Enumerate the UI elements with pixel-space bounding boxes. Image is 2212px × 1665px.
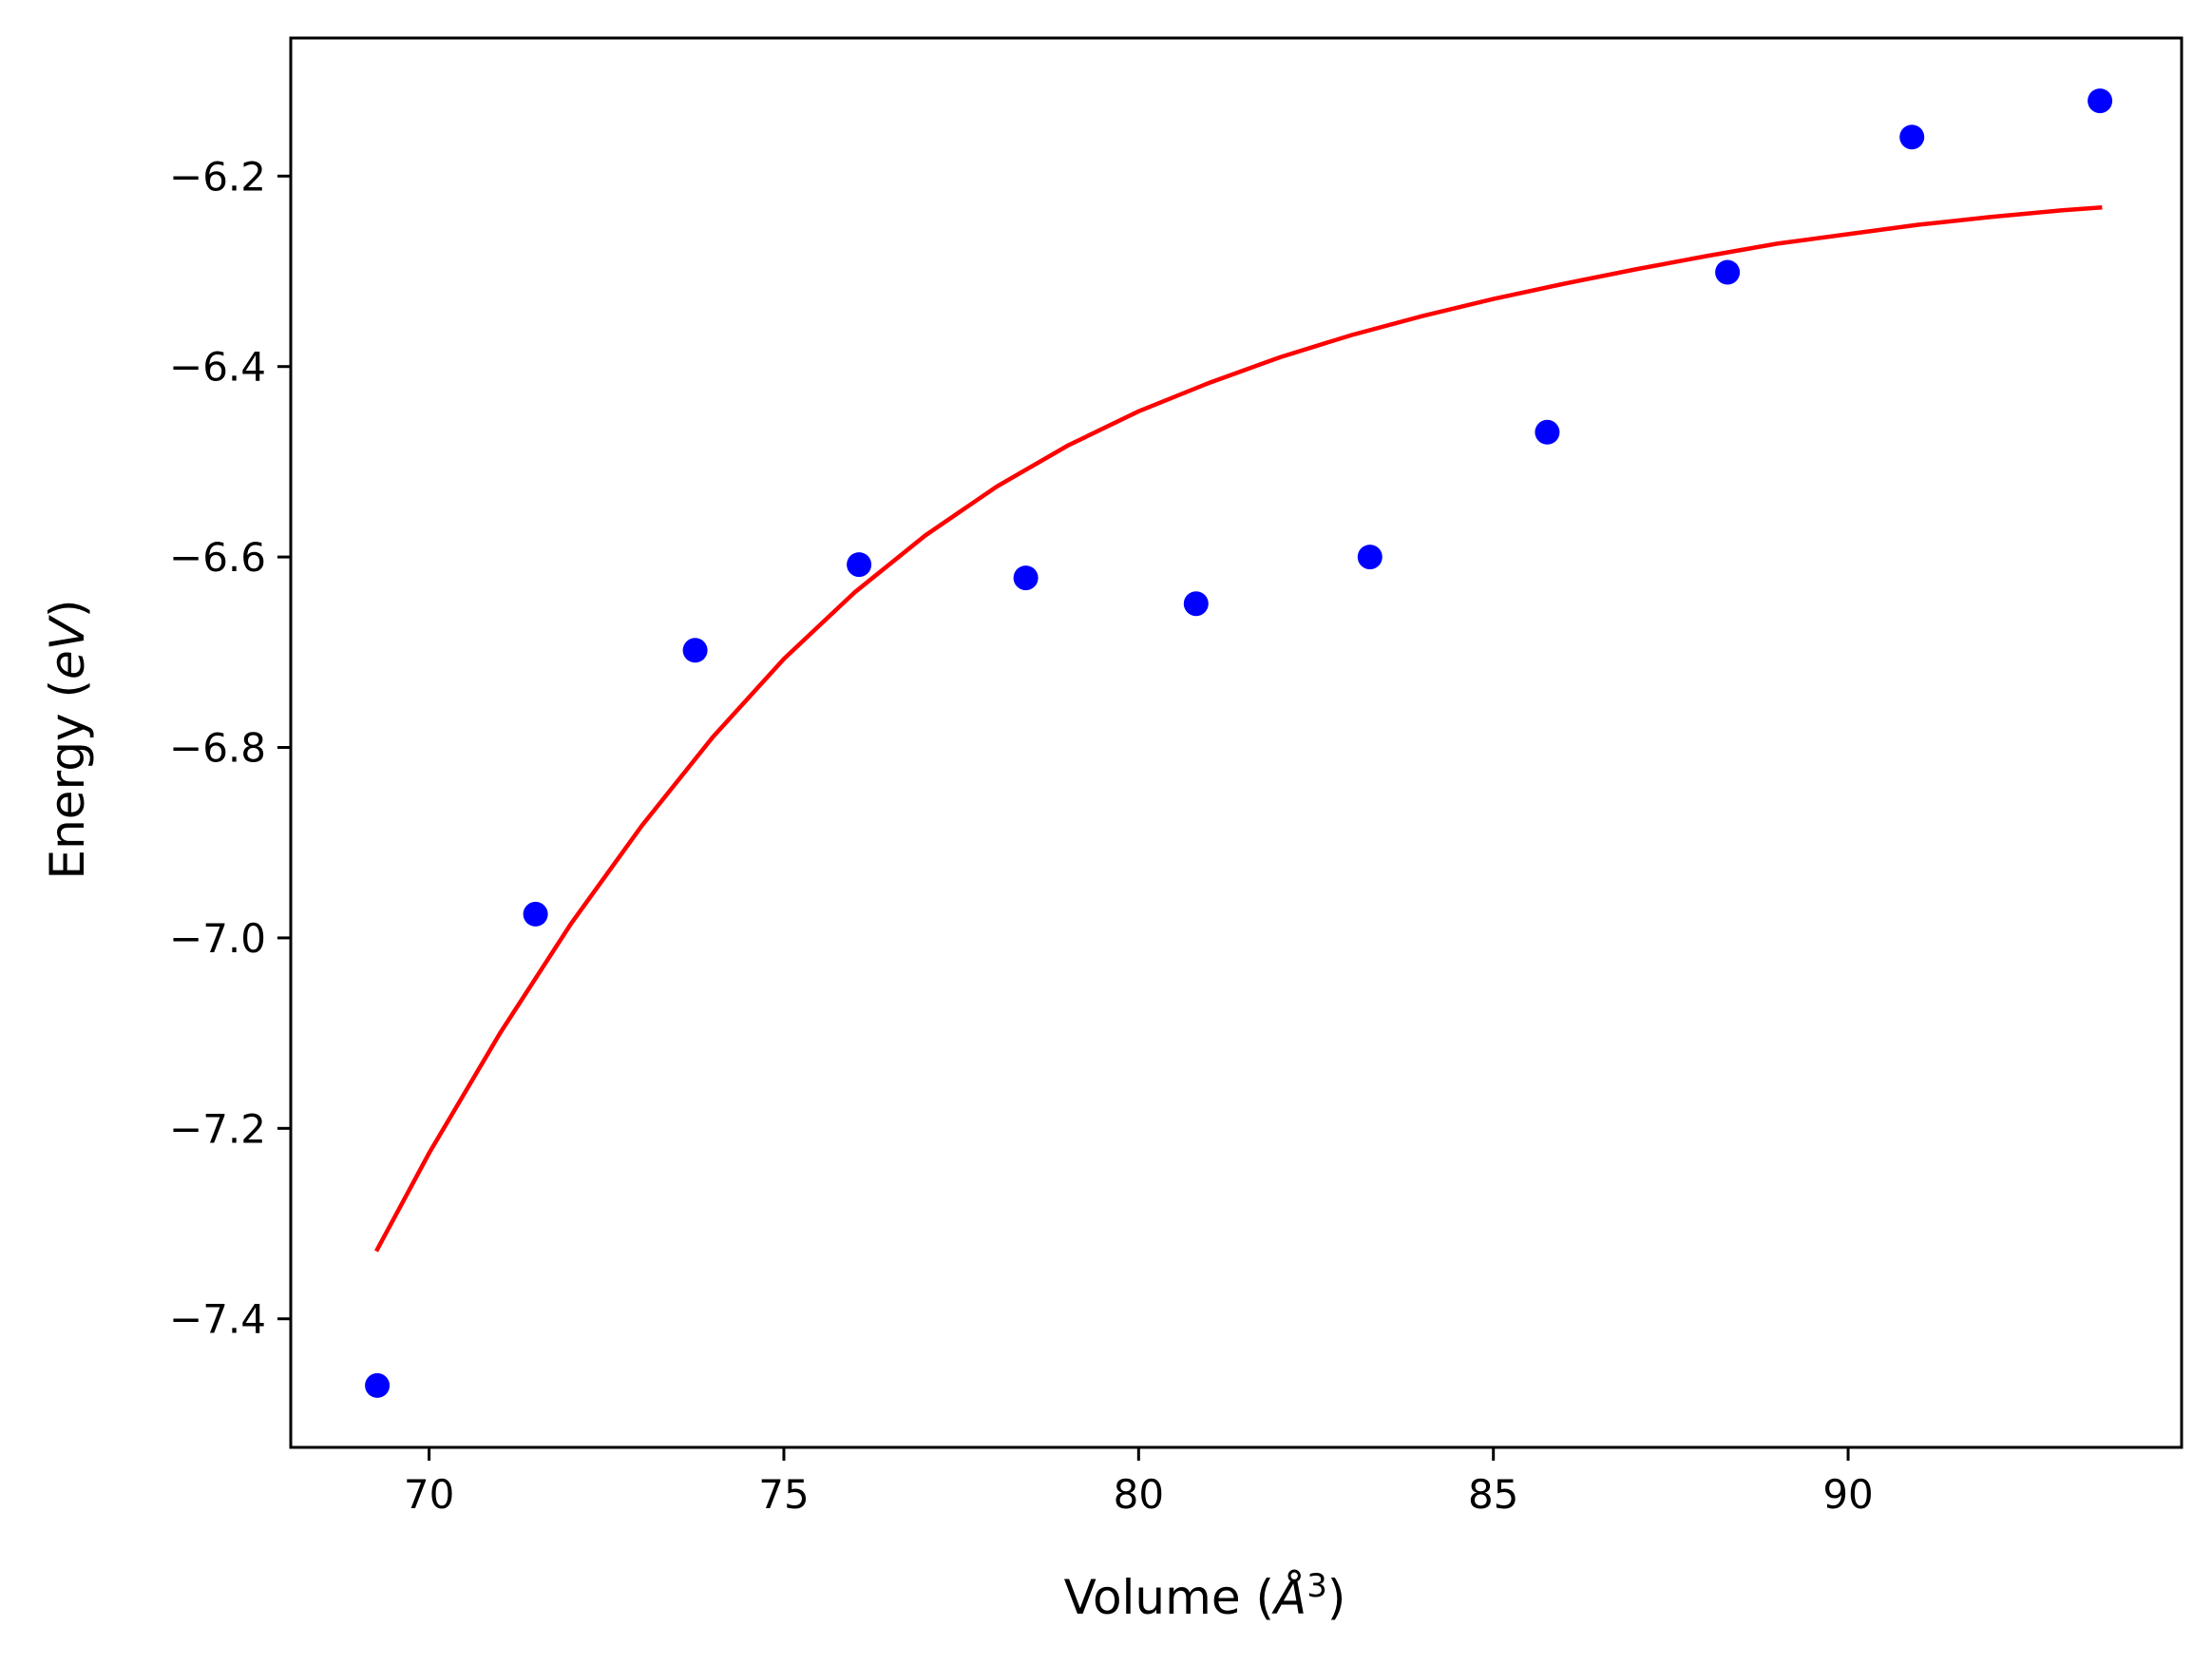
x-axis-label: Volume (Å3) (1064, 1567, 1346, 1625)
y-tick-label: −6.8 (169, 725, 266, 772)
data-point (1535, 419, 1560, 445)
data-point (1183, 591, 1209, 617)
plot-area (365, 88, 2113, 1398)
fit-curve (374, 204, 2103, 1253)
y-tick-label: −7.0 (169, 915, 266, 962)
data-point (2088, 88, 2113, 114)
x-tick-label: 70 (404, 1471, 454, 1518)
x-tick-label: 90 (1822, 1471, 1873, 1518)
x-tick-label: 75 (758, 1471, 809, 1518)
data-point (365, 1372, 391, 1398)
y-axis-label: Energy (eV) (40, 600, 95, 880)
data-point (523, 901, 548, 927)
y-tick-label: −6.4 (169, 344, 266, 391)
data-point (1715, 259, 1741, 285)
y-tick-label: −7.2 (169, 1105, 266, 1152)
y-tick-label: −7.4 (169, 1296, 266, 1343)
y-tick-label: −6.6 (169, 534, 266, 581)
y-tick-label: −6.2 (169, 153, 266, 200)
x-tick-label: 80 (1114, 1471, 1164, 1518)
data-point (847, 552, 872, 578)
data-point (1357, 545, 1382, 570)
data-point (682, 638, 708, 663)
axes: 70 75 80 85 90 −7.4 −7.2 −7.0 −6.8 −6.6 −6.4 −6.2 (169, 36, 2183, 1518)
x-tick-label: 85 (1468, 1471, 1518, 1518)
data-point (1899, 124, 1925, 150)
data-point (1013, 565, 1039, 591)
plot-frame (289, 36, 2183, 1449)
